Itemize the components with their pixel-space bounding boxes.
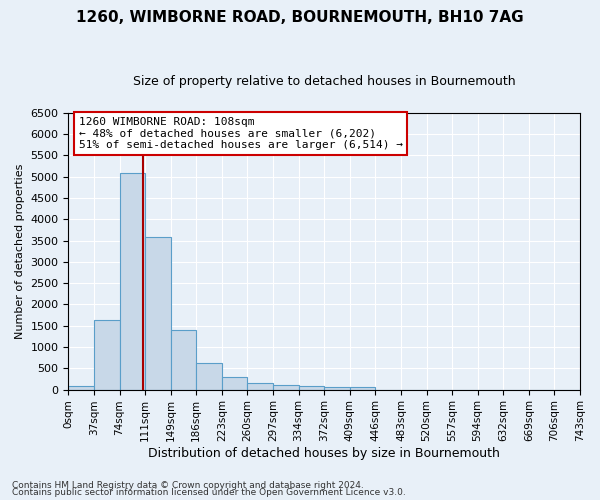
Title: Size of property relative to detached houses in Bournemouth: Size of property relative to detached ho… — [133, 75, 515, 88]
Text: Contains public sector information licensed under the Open Government Licence v3: Contains public sector information licen… — [12, 488, 406, 497]
Bar — [324, 388, 350, 390]
Bar — [299, 386, 324, 390]
Bar — [247, 383, 273, 390]
Text: Contains HM Land Registry data © Crown copyright and database right 2024.: Contains HM Land Registry data © Crown c… — [12, 480, 364, 490]
Text: 1260, WIMBORNE ROAD, BOURNEMOUTH, BH10 7AG: 1260, WIMBORNE ROAD, BOURNEMOUTH, BH10 7… — [76, 10, 524, 25]
Bar — [171, 330, 196, 390]
Bar — [119, 174, 145, 390]
Bar — [222, 377, 247, 390]
X-axis label: Distribution of detached houses by size in Bournemouth: Distribution of detached houses by size … — [148, 447, 500, 460]
Bar — [145, 238, 171, 390]
Bar — [350, 388, 376, 390]
Bar — [68, 386, 94, 390]
Bar — [94, 320, 119, 390]
Bar — [273, 386, 299, 390]
Bar — [196, 363, 222, 390]
Text: 1260 WIMBORNE ROAD: 108sqm
← 48% of detached houses are smaller (6,202)
51% of s: 1260 WIMBORNE ROAD: 108sqm ← 48% of deta… — [79, 117, 403, 150]
Y-axis label: Number of detached properties: Number of detached properties — [15, 164, 25, 339]
